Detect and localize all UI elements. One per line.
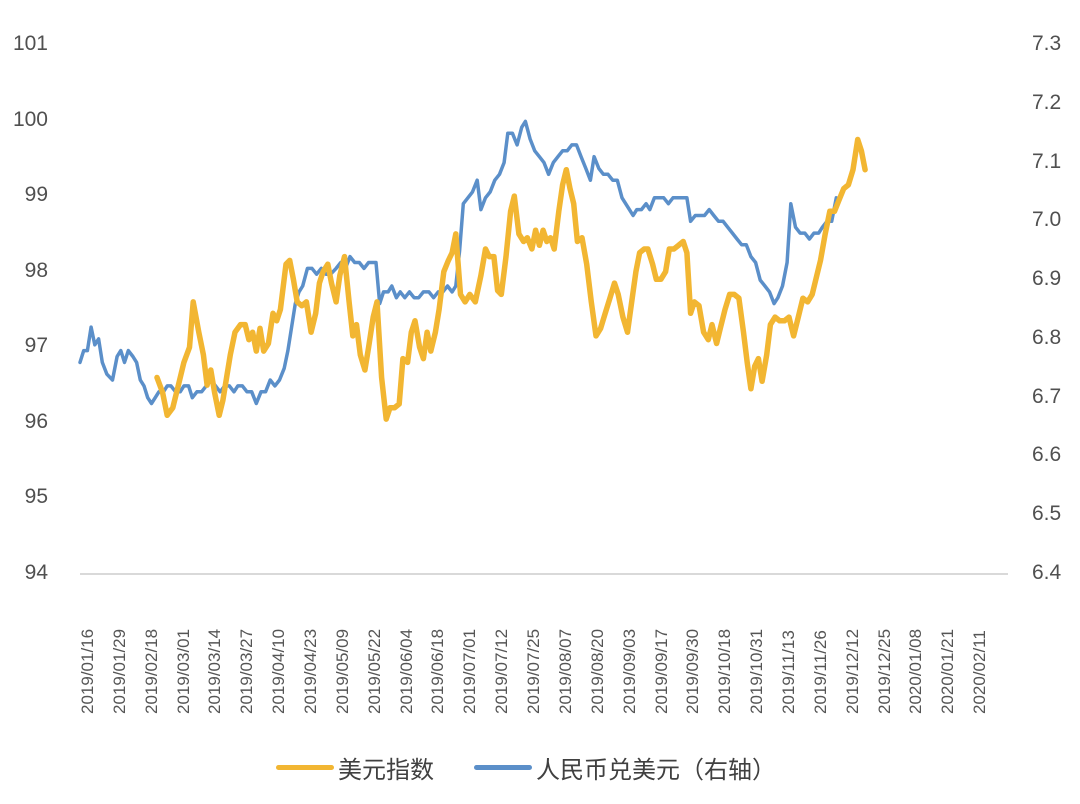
right-y-tick: 6.8 <box>1032 325 1062 349</box>
x-tick: 2019/01/16 <box>78 628 97 714</box>
x-tick: 2019/12/25 <box>874 628 894 714</box>
series-cny-usd-line <box>78 119 839 406</box>
left-y-tick: 94 <box>24 561 48 584</box>
x-tick: 2019/05/22 <box>364 628 384 714</box>
x-tick: 2019/06/04 <box>396 628 416 714</box>
x-tick: 2019/04/10 <box>269 628 289 714</box>
x-tick: 2019/04/23 <box>301 628 321 714</box>
x-tick: 2019/09/30 <box>683 628 703 714</box>
x-tick: 2019/10/18 <box>715 628 735 714</box>
x-tick: 2019/09/17 <box>651 628 671 714</box>
legend-label-cny-usd: 人民币兑美元（右轴） <box>536 756 776 784</box>
series-usd-index-line <box>154 136 868 422</box>
series-layer <box>78 119 868 422</box>
right-y-tick: 7.1 <box>1032 149 1062 173</box>
x-tick: 2019/06/18 <box>428 628 448 714</box>
legend-item-cny-usd: 人民币兑美元（右轴） <box>474 750 776 785</box>
right-y-tick: 6.4 <box>1032 561 1062 584</box>
right-y-tick: 6.6 <box>1032 443 1062 467</box>
x-tick: 2019/01/29 <box>109 628 129 714</box>
legend-label-usd-index: 美元指数 <box>338 756 434 784</box>
right-y-tick: 6.7 <box>1032 384 1062 408</box>
left-y-tick: 95 <box>24 485 48 509</box>
x-tick: 2019/09/03 <box>619 628 639 714</box>
x-tick: 2019/10/31 <box>747 628 767 714</box>
left-y-tick: 98 <box>24 258 48 282</box>
legend-swatch-usd-index <box>276 765 334 770</box>
left-y-tick: 96 <box>24 409 48 433</box>
left-y-tick: 101 <box>12 32 48 55</box>
x-tick: 2019/08/20 <box>587 628 607 714</box>
x-tick: 2019/05/09 <box>332 628 352 714</box>
right-y-tick: 7.2 <box>1032 90 1062 114</box>
legend-swatch-cny-usd <box>474 765 532 770</box>
x-tick: 2019/12/12 <box>842 628 862 714</box>
legend-item-usd-index: 美元指数 <box>276 750 434 785</box>
right-y-tick: 6.5 <box>1032 502 1062 526</box>
x-tick: 2019/03/01 <box>173 628 193 714</box>
x-tick: 2019/11/13 <box>778 630 798 714</box>
right-y-tick: 6.9 <box>1032 267 1062 291</box>
x-tick: 2019/07/25 <box>524 628 544 714</box>
x-tick: 2020/01/08 <box>906 628 926 714</box>
x-tick: 2019/07/12 <box>492 628 512 714</box>
left-y-tick: 99 <box>24 183 48 207</box>
legend: 美元指数 人民币兑美元（右轴） <box>276 750 816 785</box>
left-y-tick: 100 <box>12 107 48 131</box>
left-y-tick: 97 <box>24 334 48 358</box>
x-tick: 2019/03/14 <box>205 628 225 714</box>
right-y-tick: 7.3 <box>1032 32 1062 55</box>
x-tick: 2019/08/07 <box>555 628 575 714</box>
x-tick: 2019/07/01 <box>460 628 480 714</box>
x-tick: 2020/01/21 <box>938 628 958 714</box>
x-tick: 2019/02/18 <box>141 628 161 714</box>
x-tick: 2019/11/26 <box>810 630 830 714</box>
x-tick: 2019/03/27 <box>237 628 257 714</box>
x-tick: 2020/02/11 <box>970 630 990 714</box>
right-y-tick: 7.0 <box>1032 208 1062 232</box>
